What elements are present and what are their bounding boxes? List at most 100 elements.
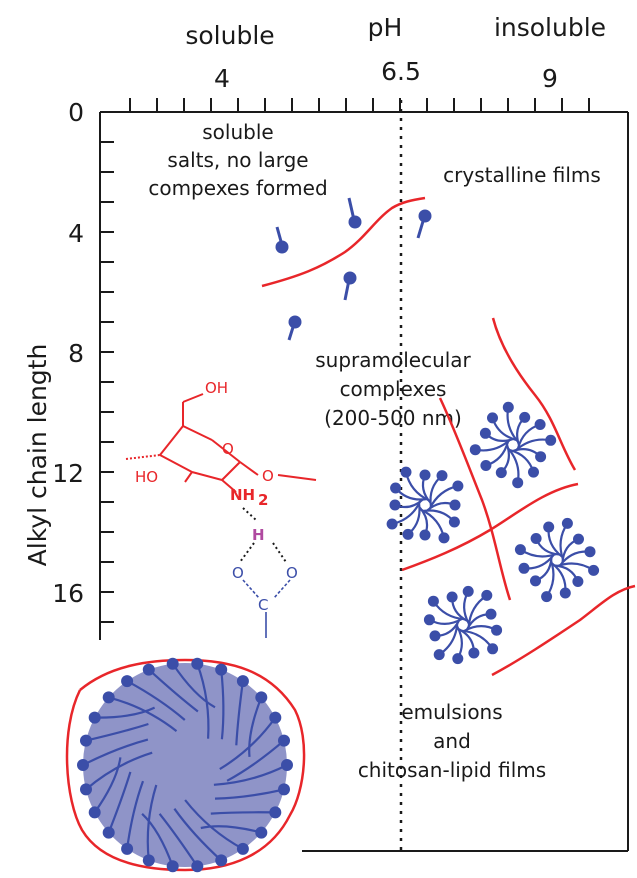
lipid-tail <box>214 788 285 800</box>
lipid-head <box>191 657 204 670</box>
lipid-head <box>561 517 573 529</box>
lipid-head <box>191 860 204 873</box>
lipid-head <box>572 576 584 587</box>
lipid-head <box>386 518 398 530</box>
emulsions-line-3: chitosan-lipid films <box>358 758 546 782</box>
lipid-head <box>541 591 553 603</box>
chem-oh-top: OH <box>205 379 228 397</box>
chem-amine-subscript: 2 <box>258 491 268 509</box>
chem-ring-o: O <box>222 440 234 458</box>
lipid-tail <box>219 716 277 771</box>
lipid-head <box>545 434 557 446</box>
emulsions-line-1: emulsions <box>401 700 502 724</box>
chem-carboxyl-o-right: O <box>286 564 298 582</box>
lipid-molecule-icon <box>416 209 432 239</box>
lipid-head <box>389 499 401 511</box>
top-axis-left-label: soluble <box>185 21 274 50</box>
lipid-tail <box>184 799 244 850</box>
lipid-head <box>535 451 547 463</box>
emulsions-line-2: and <box>433 729 471 753</box>
lipid-head <box>102 826 115 839</box>
lipid-tail <box>85 751 153 791</box>
soluble-line-1: soluble <box>202 120 273 144</box>
lipid-head <box>449 499 461 511</box>
lipid-head <box>528 466 539 478</box>
lipid-head <box>255 826 268 839</box>
lipid-tail <box>248 696 263 758</box>
lipid-head <box>487 412 498 424</box>
lipid-tail <box>220 669 225 740</box>
lipid-molecule-icon <box>343 271 357 301</box>
chem-amine: NH <box>230 486 255 504</box>
emulsion-droplet-icon <box>65 657 306 873</box>
lipid-head <box>215 663 228 676</box>
lipid-head <box>518 562 530 574</box>
lipid-head <box>530 533 542 544</box>
lipid-head <box>495 467 507 479</box>
lipid-head <box>419 529 431 541</box>
lipid-tail <box>108 696 178 732</box>
lipid-head <box>121 842 134 855</box>
lipid-head <box>142 663 155 676</box>
chitosan-chain-icon <box>401 482 579 572</box>
lipid-head <box>255 691 268 704</box>
lipid-tail <box>126 780 145 850</box>
micelle-icon <box>423 585 503 665</box>
lipid-head <box>588 564 600 576</box>
lipid-head <box>236 675 249 688</box>
lipid-head <box>452 480 464 492</box>
lipid-head <box>481 589 493 601</box>
top-tick-label-6-5: 6.5 <box>381 57 421 86</box>
lipid-head <box>402 528 414 540</box>
lipid-tail <box>173 808 222 862</box>
chitosan-chain-icon <box>261 196 426 288</box>
lipid-head <box>462 585 474 597</box>
lipid-head <box>448 516 460 528</box>
lipid-head <box>80 734 92 747</box>
lipid-molecule-icon <box>287 315 302 341</box>
left-axis-ticks <box>100 141 114 623</box>
chem-carbon: C <box>258 596 268 614</box>
lipid-head <box>236 842 249 855</box>
lipid-head <box>573 533 584 545</box>
lipid-head <box>479 427 491 439</box>
lipid-head <box>468 647 480 659</box>
left-tick-label-4: 4 <box>68 219 84 248</box>
chitosan-chain-icon <box>438 397 512 601</box>
lipid-tail <box>200 825 262 834</box>
lipid-head <box>80 783 92 796</box>
lipid-molecule-icon <box>347 197 362 229</box>
frame <box>99 111 629 852</box>
left-axis-title: Alkyl chain length <box>23 344 52 567</box>
lipid-tail <box>213 764 288 786</box>
micelle-icon <box>514 517 600 603</box>
lipid-head <box>433 649 445 661</box>
soluble-line-2: salts, no large <box>167 148 308 172</box>
lipid-head <box>512 477 524 489</box>
top-axis-right-label: insoluble <box>494 13 606 42</box>
lipid-head <box>514 544 526 556</box>
lipid-tail <box>146 784 158 861</box>
region-emulsions-label: emulsions and chitosan-lipid films <box>358 700 546 782</box>
hbond-line-1 <box>242 507 257 521</box>
lipid-head <box>469 444 481 456</box>
micelle-group <box>386 401 600 665</box>
lipid-tail <box>148 668 199 713</box>
chem-hydrogen: H <box>252 526 265 544</box>
lipid-head <box>400 466 412 478</box>
lipid-head <box>77 759 89 771</box>
lipid-head <box>88 711 101 724</box>
droplet-core <box>83 663 287 867</box>
lipid-tail <box>171 663 216 709</box>
lipid-head <box>269 711 282 724</box>
supramolecular-line-3: (200-500 nm) <box>324 406 462 430</box>
chem-ho-left: HO <box>135 468 158 486</box>
chitosan-structure: OH HO O O NH 2 H O O C <box>125 379 317 638</box>
lipid-head <box>419 469 431 481</box>
lipid-head <box>480 460 492 471</box>
droplet-lipids <box>77 657 293 873</box>
lipid-head <box>427 595 439 607</box>
lipid-head <box>485 608 497 620</box>
lipid-tail <box>226 739 285 782</box>
